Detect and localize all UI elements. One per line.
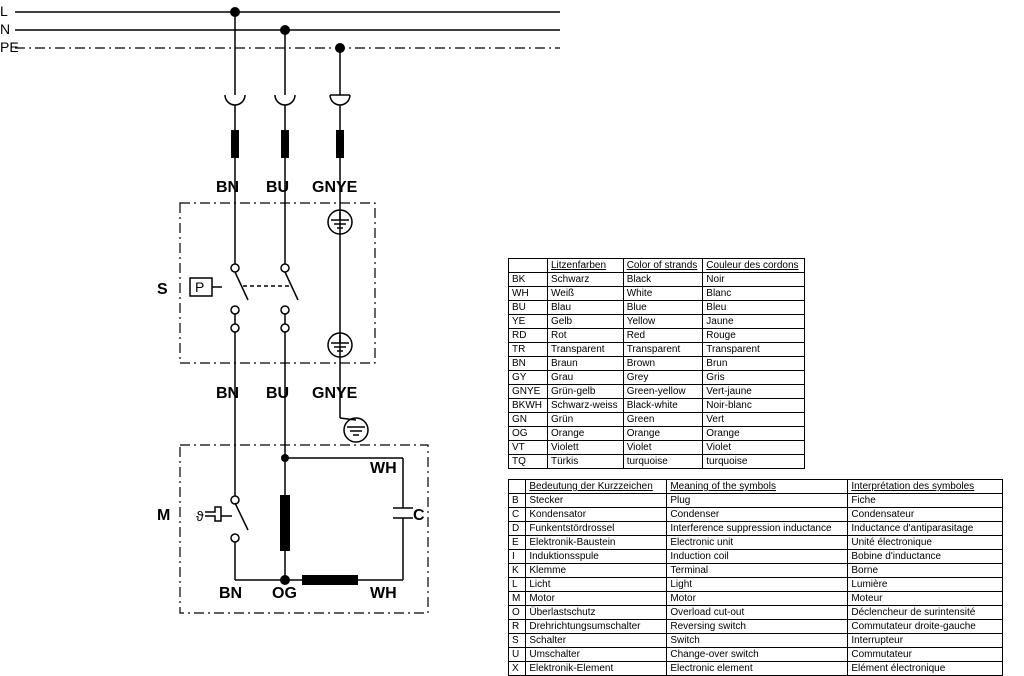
block-C-label: C <box>413 507 425 524</box>
label-WH-top: WH <box>370 460 397 477</box>
ground-3-icon <box>340 418 368 442</box>
label-BN-1: BN <box>216 179 239 196</box>
label-GNYE-1: GNYE <box>312 179 358 196</box>
rail-PE: PE <box>0 39 19 55</box>
label-BN-bot: BN <box>219 585 242 602</box>
svg-text:ϑ: ϑ <box>196 508 204 524</box>
label-WH-bot: WH <box>370 585 397 602</box>
block-P-label: P <box>195 279 204 295</box>
rail-L: L <box>0 3 8 19</box>
rail-N: N <box>0 21 10 37</box>
colors-table: LitzenfarbenColor of strandsCouleur des … <box>508 258 805 469</box>
symbols-table: Bedeutung der KurzzeichenMeaning of the … <box>508 479 1003 676</box>
block-S-label: S <box>157 281 168 298</box>
theta-symbol: ϑ <box>196 507 232 524</box>
legend-tables: LitzenfarbenColor of strandsCouleur des … <box>508 258 1003 676</box>
label-BU-1: BU <box>266 179 289 196</box>
label-OG: OG <box>272 585 297 602</box>
label-GNYE-2: GNYE <box>312 385 358 402</box>
block-M-label: M <box>157 507 170 524</box>
